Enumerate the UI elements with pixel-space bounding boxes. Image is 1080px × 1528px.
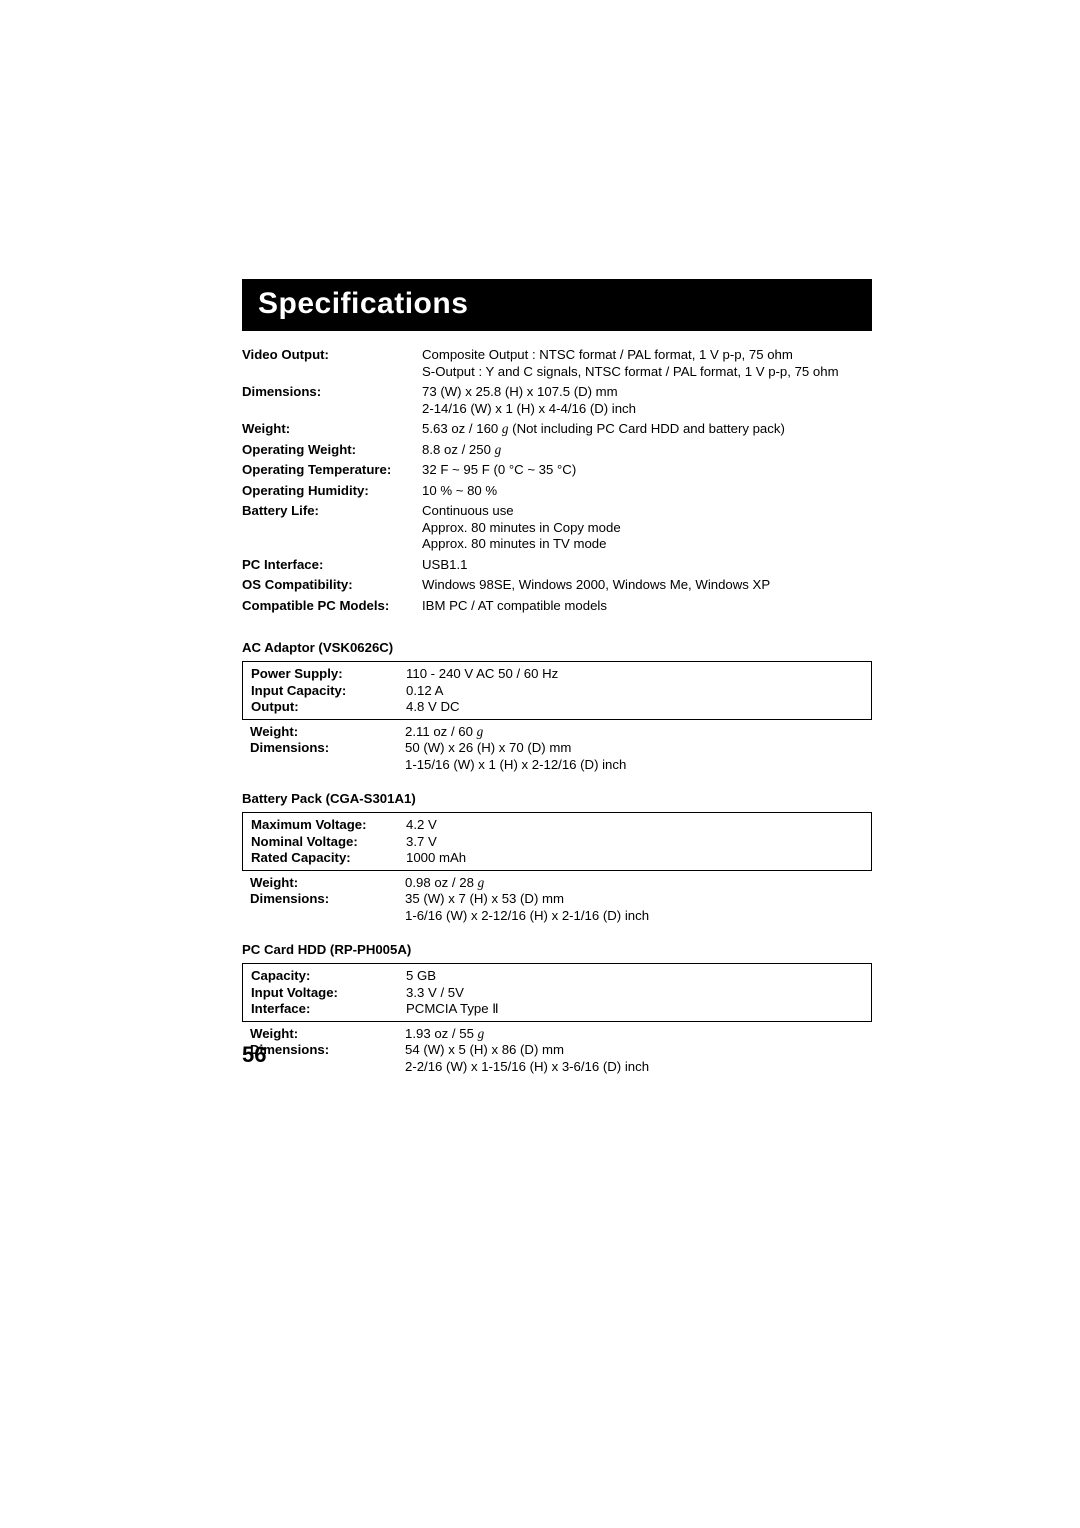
spec-label: OS Compatibility: — [242, 575, 422, 596]
spec-box: Capacity:5 GBInput Voltage:3.3 V / 5VInt… — [242, 963, 872, 1022]
spec-value: Windows 98SE, Windows 2000, Windows Me, … — [422, 575, 872, 596]
spec-below-box: Weight:0.98 oz / 28 gDimensions:35 (W) x… — [242, 873, 872, 929]
spec-value: 0.98 oz / 28 g — [405, 875, 864, 892]
spec-row: Maximum Voltage:4.2 V — [251, 817, 863, 834]
spec-below-box: Weight:2.11 oz / 60 gDimensions:50 (W) x… — [242, 722, 872, 778]
spec-label: Capacity: — [251, 968, 406, 985]
spec-row: Power Supply:110 - 240 V AC 50 / 60 Hz — [251, 666, 863, 683]
spec-label: Input Voltage: — [251, 985, 406, 1002]
spec-value: 0.12 A — [406, 683, 863, 700]
spec-row: PC Interface:USB1.1 — [242, 555, 872, 576]
spec-row: Weight:5.63 oz / 160 g (Not including PC… — [242, 419, 872, 440]
spec-box: Power Supply:110 - 240 V AC 50 / 60 HzIn… — [242, 661, 872, 720]
spec-value: USB1.1 — [422, 555, 872, 576]
spec-row: Interface:PCMCIA Type Ⅱ — [251, 1001, 863, 1018]
spec-value: 35 (W) x 7 (H) x 53 (D) mm1-6/16 (W) x 2… — [405, 891, 864, 924]
sections-container: AC Adaptor (VSK0626C) Power Supply:110 - … — [242, 640, 920, 1079]
spec-row: Weight:0.98 oz / 28 g — [250, 875, 864, 892]
spec-value: 110 - 240 V AC 50 / 60 Hz — [406, 666, 863, 683]
title-bar: Specifications — [242, 279, 872, 331]
spec-value: PCMCIA Type Ⅱ — [406, 1001, 863, 1018]
page-number: 56 — [242, 1042, 266, 1068]
spec-row: OS Compatibility:Windows 98SE, Windows 2… — [242, 575, 872, 596]
spec-label: Operating Temperature: — [242, 460, 422, 481]
spec-label: Weight: — [250, 1026, 405, 1043]
spec-label: Battery Life: — [242, 501, 422, 555]
spec-value: 8.8 oz / 250 g — [422, 440, 872, 461]
spec-row: Output:4.8 V DC — [251, 699, 863, 716]
spec-value: 2.11 oz / 60 g — [405, 724, 864, 741]
spec-row: Operating Weight:8.8 oz / 250 g — [242, 440, 872, 461]
spec-row: Rated Capacity:1000 mAh — [251, 850, 863, 867]
main-spec-table: Video Output:Composite Output : NTSC for… — [242, 345, 872, 616]
spec-label: Maximum Voltage: — [251, 817, 406, 834]
spec-value: 5 GB — [406, 968, 863, 985]
spec-value: 4.8 V DC — [406, 699, 863, 716]
spec-value: 3.3 V / 5V — [406, 985, 863, 1002]
spec-label: Weight: — [242, 419, 422, 440]
spec-value: 1000 mAh — [406, 850, 863, 867]
spec-value: Composite Output : NTSC format / PAL for… — [422, 345, 872, 382]
spec-label: Compatible PC Models: — [242, 596, 422, 617]
spec-row: Dimensions:54 (W) x 5 (H) x 86 (D) mm2-2… — [250, 1042, 864, 1075]
spec-label: Rated Capacity: — [251, 850, 406, 867]
spec-label: Dimensions: — [250, 1042, 405, 1075]
spec-label: Interface: — [251, 1001, 406, 1018]
spec-box: Maximum Voltage:4.2 VNominal Voltage:3.7… — [242, 812, 872, 871]
spec-value: 50 (W) x 26 (H) x 70 (D) mm1-15/16 (W) x… — [405, 740, 864, 773]
spec-row: Input Voltage:3.3 V / 5V — [251, 985, 863, 1002]
spec-label: Weight: — [250, 875, 405, 892]
page-title: Specifications — [258, 287, 856, 321]
spec-row: Operating Temperature:32 F ~ 95 F (0 °C … — [242, 460, 872, 481]
spec-row: Battery Life:Continuous useApprox. 80 mi… — [242, 501, 872, 555]
spec-row: Input Capacity:0.12 A — [251, 683, 863, 700]
spec-label: Operating Weight: — [242, 440, 422, 461]
spec-below-box: Weight:1.93 oz / 55 gDimensions:54 (W) x… — [242, 1024, 872, 1080]
spec-row: Nominal Voltage:3.7 V — [251, 834, 863, 851]
spec-value: 54 (W) x 5 (H) x 86 (D) mm2-2/16 (W) x 1… — [405, 1042, 864, 1075]
spec-value: 3.7 V — [406, 834, 863, 851]
spec-label: Weight: — [250, 724, 405, 741]
spec-label: Nominal Voltage: — [251, 834, 406, 851]
spec-label: Video Output: — [242, 345, 422, 382]
spec-value: IBM PC / AT compatible models — [422, 596, 872, 617]
section-title: AC Adaptor (VSK0626C) — [242, 640, 920, 655]
page-container: Specifications Video Output:Composite Ou… — [0, 0, 1080, 1528]
spec-label: PC Interface: — [242, 555, 422, 576]
spec-row: Weight:2.11 oz / 60 g — [250, 724, 864, 741]
spec-row: Dimensions:35 (W) x 7 (H) x 53 (D) mm1-6… — [250, 891, 864, 924]
spec-row: Video Output:Composite Output : NTSC for… — [242, 345, 872, 382]
spec-label: Output: — [251, 699, 406, 716]
spec-value: 32 F ~ 95 F (0 °C ~ 35 °C) — [422, 460, 872, 481]
spec-row: Operating Humidity:10 % ~ 80 % — [242, 481, 872, 502]
spec-value: 5.63 oz / 160 g (Not including PC Card H… — [422, 419, 872, 440]
spec-value: 1.93 oz / 55 g — [405, 1026, 864, 1043]
spec-value: 4.2 V — [406, 817, 863, 834]
spec-label: Dimensions: — [250, 891, 405, 924]
spec-value: Continuous useApprox. 80 minutes in Copy… — [422, 501, 872, 555]
section-title: Battery Pack (CGA-S301A1) — [242, 791, 920, 806]
spec-value: 73 (W) x 25.8 (H) x 107.5 (D) mm2-14/16 … — [422, 382, 872, 419]
spec-label: Operating Humidity: — [242, 481, 422, 502]
spec-label: Input Capacity: — [251, 683, 406, 700]
spec-row: Weight:1.93 oz / 55 g — [250, 1026, 864, 1043]
spec-row: Capacity:5 GB — [251, 968, 863, 985]
spec-label: Power Supply: — [251, 666, 406, 683]
spec-label: Dimensions: — [250, 740, 405, 773]
spec-value: 10 % ~ 80 % — [422, 481, 872, 502]
spec-row: Compatible PC Models:IBM PC / AT compati… — [242, 596, 872, 617]
spec-label: Dimensions: — [242, 382, 422, 419]
spec-row: Dimensions:73 (W) x 25.8 (H) x 107.5 (D)… — [242, 382, 872, 419]
spec-row: Dimensions:50 (W) x 26 (H) x 70 (D) mm1-… — [250, 740, 864, 773]
section-title: PC Card HDD (RP-PH005A) — [242, 942, 920, 957]
